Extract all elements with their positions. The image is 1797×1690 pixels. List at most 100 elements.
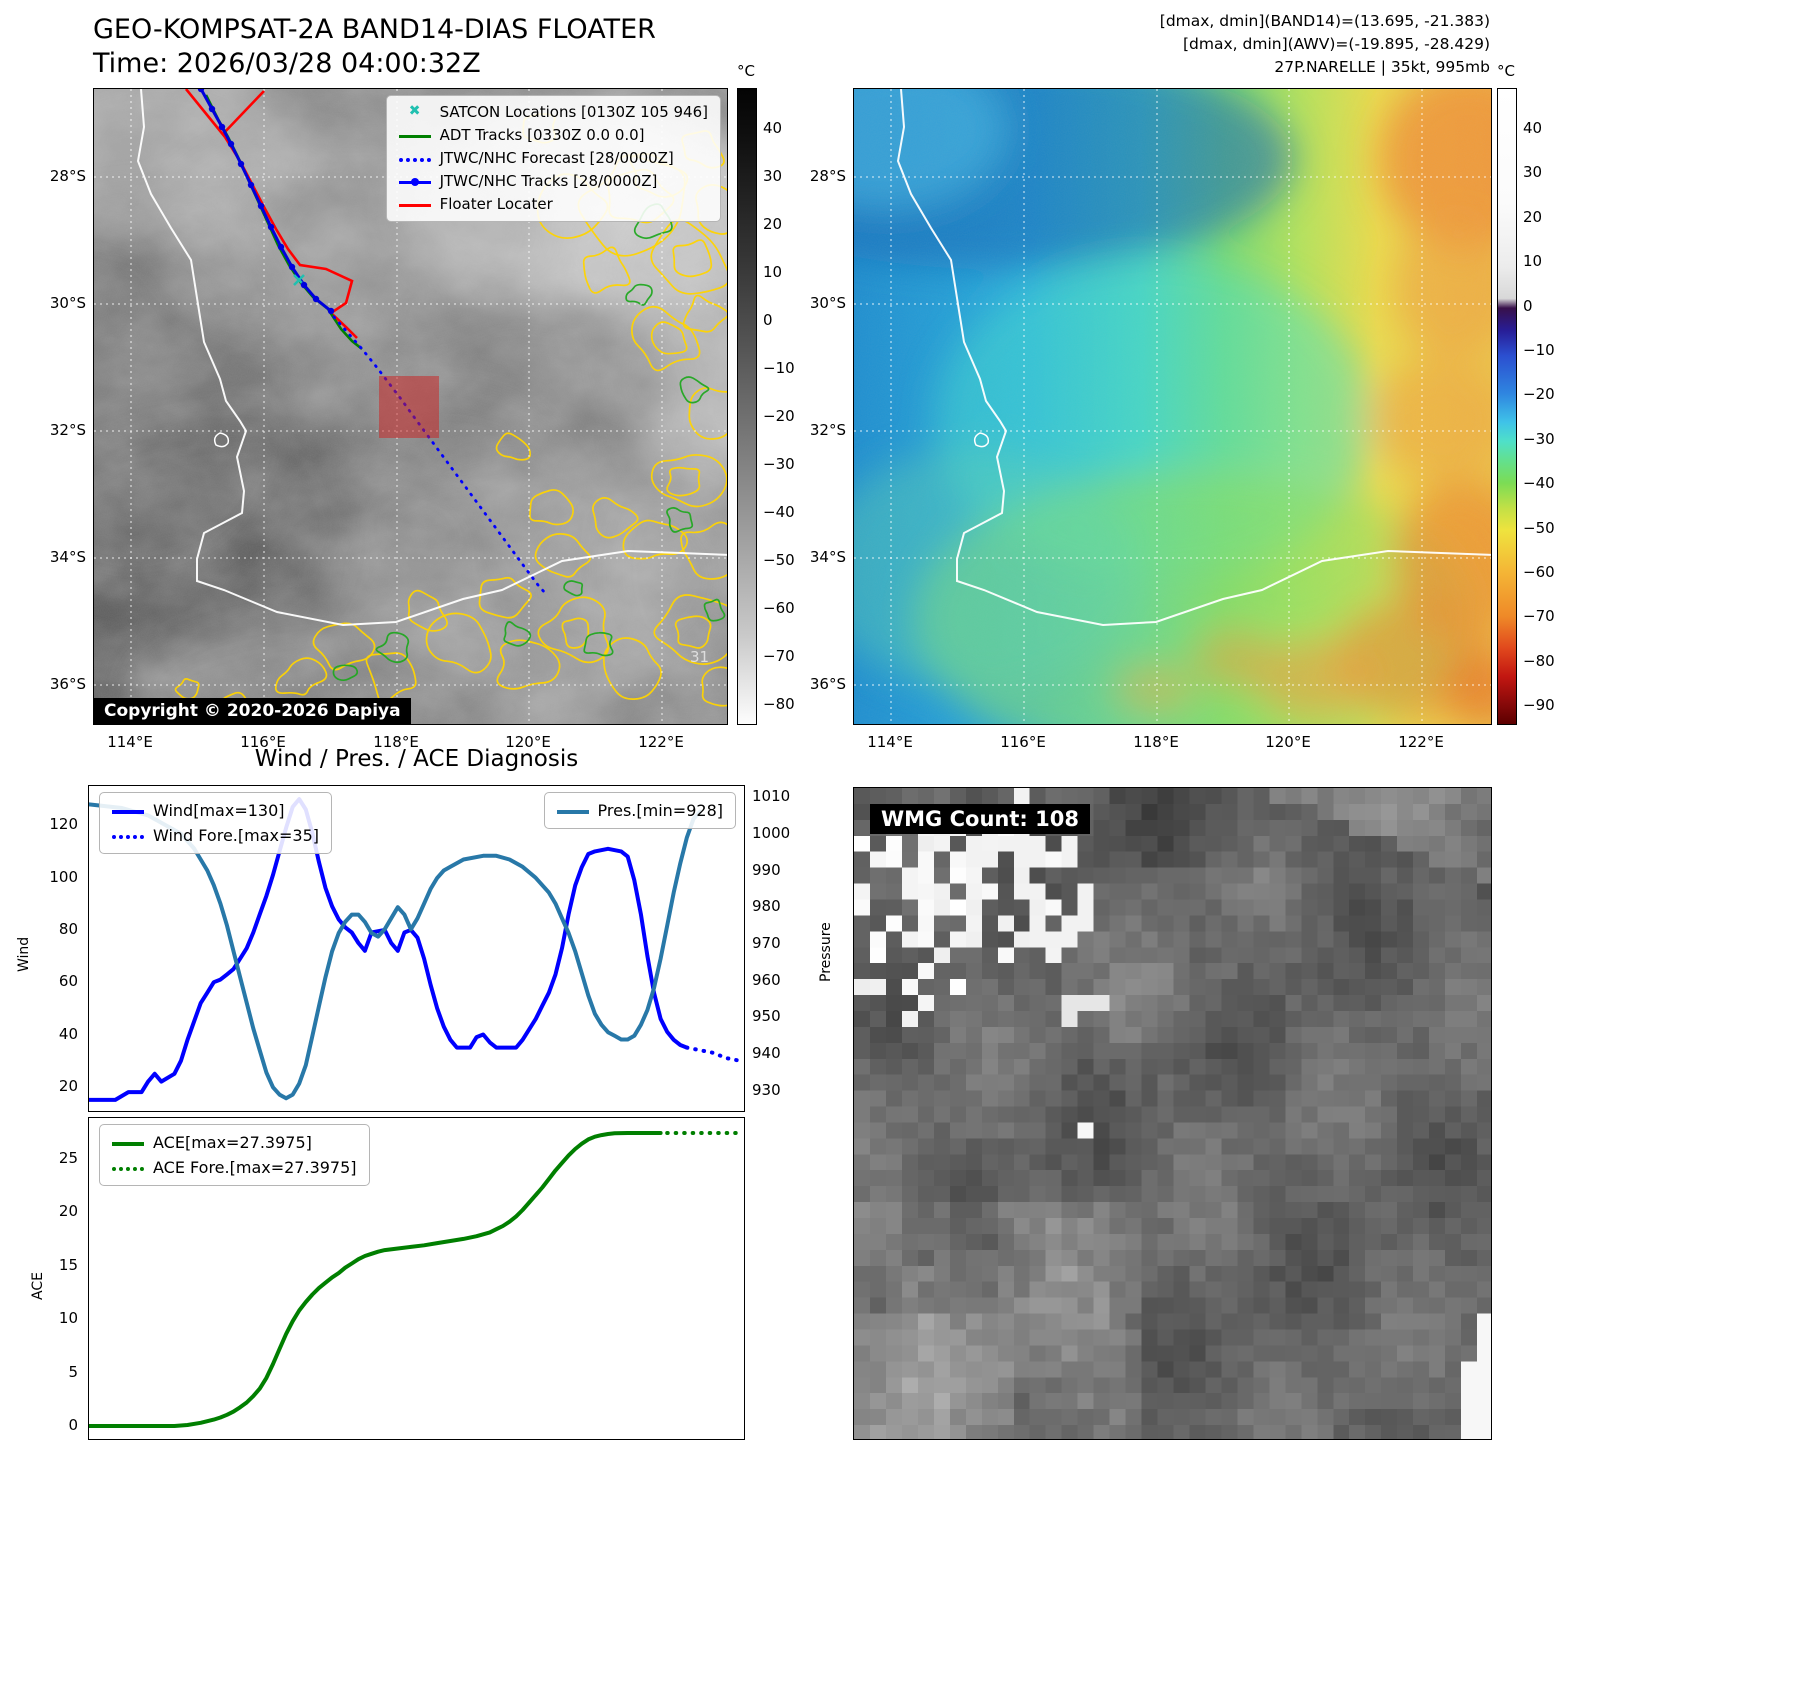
ace-legend: ACE[max=27.3975] ACE Fore.[max=27.3975] (99, 1124, 370, 1186)
tick-label: −30 (1523, 430, 1555, 448)
tick-label: 100 (49, 868, 78, 886)
tick-label: 34°S (809, 548, 846, 566)
tick-label: −20 (763, 407, 795, 425)
awv-annotations: [dmax, dmin](BAND14)=(13.695, -21.383) [d… (960, 10, 1490, 79)
dotted-line-icon (112, 1163, 144, 1173)
series-wind-fore-max-35- (684, 1045, 742, 1063)
line-icon (398, 177, 431, 187)
tick-label: −80 (763, 695, 795, 713)
floater-locater-cross (184, 89, 265, 138)
tick-label: 120°E (1265, 733, 1311, 751)
island-outline (213, 432, 230, 448)
tick-label: 970 (752, 934, 781, 952)
awv-colorbar (1497, 88, 1517, 725)
wmg-panel: WMG Count: 108 (853, 787, 1492, 1440)
tick-label: 990 (752, 861, 781, 879)
jtwc-track-point (288, 263, 296, 271)
tick-label: −50 (763, 551, 795, 569)
legend-item: ACE[max=27.3975] (112, 1132, 357, 1153)
legend-item: ACE Fore.[max=27.3975] (112, 1157, 357, 1178)
tick-label: 34°S (49, 548, 86, 566)
tick-label: −70 (763, 647, 795, 665)
tick-label: 30°S (809, 294, 846, 312)
tick-label: 1010 (752, 787, 791, 805)
tick-label: −40 (763, 503, 795, 521)
line-icon (112, 1138, 144, 1148)
ace-chart: ACE[max=27.3975] ACE Fore.[max=27.3975] (88, 1117, 745, 1440)
tick-label: 32°S (49, 421, 86, 439)
tick-label: 5 (68, 1363, 78, 1381)
tick-label: 30 (1523, 163, 1543, 181)
tick-label: 10 (1523, 252, 1543, 270)
tick-label: −20 (1523, 385, 1555, 403)
tick-label: 36°S (809, 675, 846, 693)
jtwc-track-point (327, 307, 335, 315)
jtwc-track-point (218, 123, 226, 131)
jtwc-track-point (277, 243, 285, 251)
legend-item: Wind[max=130] (112, 800, 319, 821)
legend-label: Floater Locater (439, 195, 553, 213)
jtwc-track-point (300, 281, 308, 289)
wmg-pixel-image (854, 788, 1491, 1439)
awv-map (853, 88, 1492, 725)
tick-label: 20 (1523, 208, 1543, 226)
tick-label: 980 (752, 897, 781, 915)
legend-label: JTWC/NHC Tracks [28/0000Z] (439, 172, 658, 190)
tick-label: −70 (1523, 607, 1555, 625)
wind-axis-label: Wind (16, 936, 32, 972)
tick-label: −50 (1523, 519, 1555, 537)
jtwc-forecast-track (332, 315, 548, 596)
wmg-count-label: WMG Count: 108 (870, 804, 1090, 834)
annotation-line: [dmax, dmin](BAND14)=(13.695, -21.383) (1159, 12, 1490, 30)
tick-label: −10 (1523, 341, 1555, 359)
tick-label: 940 (752, 1044, 781, 1062)
series-ace-max-27-3975- (89, 1131, 663, 1428)
diagnosis-title: Wind / Pres. / ACE Diagnosis (254, 746, 579, 772)
tick-label: −10 (763, 359, 795, 377)
legend-item: ADT Tracks [0330Z 0.0 0.0] (398, 126, 708, 145)
jtwc-track-point (267, 223, 275, 231)
awv-grain (854, 89, 1491, 724)
jtwc-track-point (197, 89, 205, 93)
tick-label: 0 (763, 311, 773, 329)
jtwc-track-point (247, 181, 255, 189)
tick-label: 28°S (809, 167, 846, 185)
tick-label: 930 (752, 1081, 781, 1099)
ace-axis-label: ACE (30, 1272, 46, 1300)
legend-item: Floater Locater (398, 195, 708, 214)
tick-label: 118°E (373, 733, 419, 751)
tick-label: −90 (1523, 696, 1555, 714)
jtwc-track-point (237, 160, 245, 168)
copyright-label: Copyright © 2020-2026 Dapiya (94, 698, 411, 724)
tick-label: 114°E (867, 733, 913, 751)
legend-item: ✖ SATCON Locations [0130Z 105 946] (399, 103, 708, 122)
line-icon (398, 131, 431, 141)
legend-label: JTWC/NHC Forecast [28/0000Z] (439, 149, 674, 167)
series-pres-min-928- (89, 802, 702, 1101)
legend-label: ACE Fore.[max=27.3975] (153, 1158, 357, 1177)
tick-label: −40 (1523, 474, 1555, 492)
legend-item: JTWC/NHC Tracks [28/0000Z] (398, 172, 708, 191)
legend-item: Pres.[min=928] (556, 800, 723, 821)
tick-label: 122°E (1398, 733, 1444, 751)
tick-label: −80 (1523, 652, 1555, 670)
tick-label: −60 (763, 599, 795, 617)
floater-region-box (379, 376, 439, 438)
annotation-line: 27P.NARELLE | 35kt, 995mb (1274, 58, 1490, 76)
dotted-line-icon (112, 831, 144, 841)
wind-legend: Wind[max=130] Wind Fore.[max=35] (99, 792, 332, 854)
tick-label: 40 (58, 1025, 78, 1043)
band14-satellite-image: 31 (94, 89, 727, 724)
island-outline (973, 432, 990, 448)
awv-colorbar-unit: °C (1497, 62, 1515, 80)
legend-label: Pres.[min=928] (597, 801, 723, 820)
jtwc-track-point (208, 105, 216, 113)
jtwc-track-point (312, 295, 320, 303)
jtwc-track-point (227, 140, 235, 148)
tick-label: 25 (58, 1149, 78, 1167)
tick-label: 118°E (1133, 733, 1179, 751)
tick-label: 114°E (107, 733, 153, 751)
tick-label: 120°E (505, 733, 551, 751)
legend-label: ADT Tracks [0330Z 0.0 0.0] (439, 126, 645, 144)
